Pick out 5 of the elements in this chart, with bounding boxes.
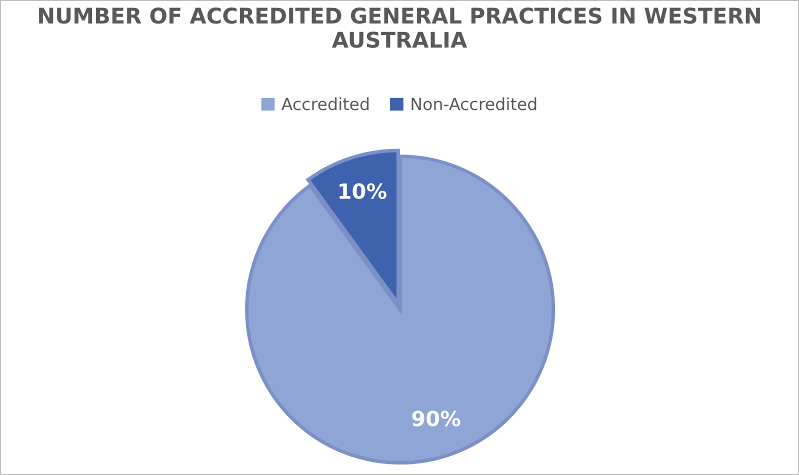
legend-label: Accredited	[281, 97, 369, 110]
data-label: 90%	[412, 410, 460, 426]
data-label: 10%	[340, 183, 386, 199]
chart-title: NUMBER OF ACCREDITED GENERAL PRACTICES IN WESTERN AUSTRALIA	[39, 8, 760, 48]
legend-label: Non-Accredited	[412, 97, 536, 110]
